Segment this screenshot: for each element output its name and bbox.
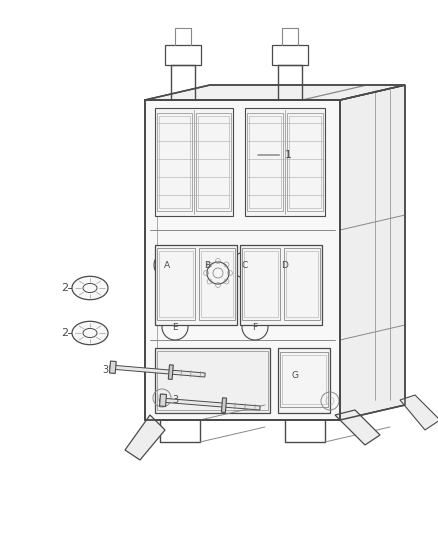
Text: E: E — [172, 322, 178, 332]
Polygon shape — [159, 394, 166, 407]
Text: 1: 1 — [258, 150, 292, 160]
Bar — [286, 251, 318, 317]
Bar — [145, 100, 340, 420]
Circle shape — [282, 362, 308, 388]
Bar — [289, 116, 321, 208]
Bar — [284, 248, 320, 320]
Bar — [145, 100, 340, 420]
Bar — [244, 251, 278, 317]
Bar — [272, 45, 308, 65]
Circle shape — [242, 314, 268, 340]
Text: B: B — [204, 261, 210, 270]
Bar — [201, 251, 233, 317]
Text: D: D — [282, 261, 289, 270]
Polygon shape — [125, 415, 165, 460]
Text: 2: 2 — [61, 283, 68, 293]
Bar — [198, 116, 229, 208]
Circle shape — [232, 252, 258, 278]
Bar — [157, 248, 195, 320]
Bar — [280, 352, 328, 407]
Polygon shape — [340, 85, 405, 420]
Bar — [159, 251, 193, 317]
Ellipse shape — [83, 328, 97, 337]
Polygon shape — [110, 361, 116, 374]
Circle shape — [162, 314, 188, 340]
Polygon shape — [335, 410, 380, 445]
Polygon shape — [160, 398, 260, 410]
Bar — [199, 248, 235, 320]
Bar — [282, 355, 326, 404]
Bar — [278, 348, 330, 413]
Text: 3: 3 — [102, 365, 108, 375]
Bar — [165, 45, 201, 65]
Ellipse shape — [83, 284, 97, 293]
Circle shape — [272, 252, 298, 278]
Text: C: C — [242, 261, 248, 270]
Text: A: A — [164, 261, 170, 270]
Ellipse shape — [72, 276, 108, 300]
Text: 3: 3 — [172, 395, 178, 405]
Bar — [242, 248, 280, 320]
Polygon shape — [222, 398, 226, 413]
Bar — [155, 348, 270, 413]
Bar — [287, 113, 323, 211]
Bar — [245, 108, 325, 216]
Bar — [240, 245, 322, 325]
Text: G: G — [292, 370, 299, 379]
Bar — [155, 245, 237, 325]
Text: 2: 2 — [61, 328, 68, 338]
Polygon shape — [400, 395, 438, 430]
Text: F: F — [252, 322, 258, 332]
Polygon shape — [110, 365, 205, 377]
Bar — [155, 108, 233, 216]
Polygon shape — [168, 365, 173, 379]
Bar — [159, 116, 190, 208]
Bar — [196, 113, 231, 211]
Bar — [157, 351, 268, 410]
Bar — [157, 113, 192, 211]
Ellipse shape — [72, 321, 108, 345]
Bar — [247, 113, 283, 211]
Circle shape — [194, 252, 220, 278]
Bar — [249, 116, 281, 208]
Polygon shape — [145, 85, 405, 100]
Circle shape — [154, 252, 180, 278]
